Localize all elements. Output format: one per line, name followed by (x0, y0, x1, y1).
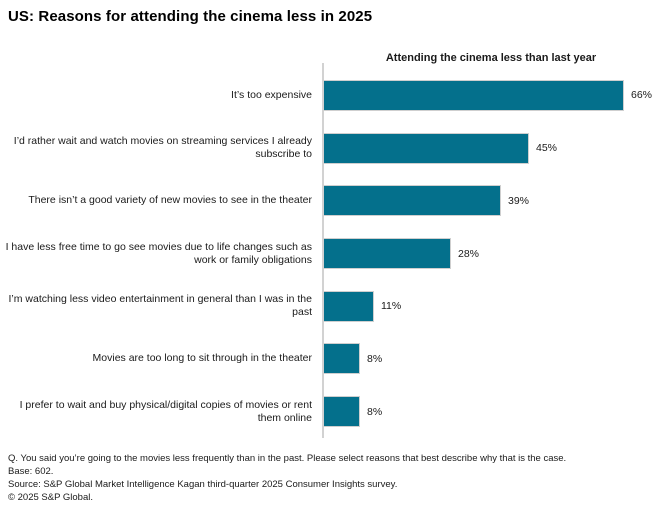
bar-row: 8% (324, 333, 660, 386)
bar (324, 290, 374, 322)
category-label: I prefer to wait and buy physical/digita… (19, 398, 312, 424)
value-label: 11% (381, 300, 402, 313)
footer-base: Base: 602. (8, 466, 54, 477)
category-labels-column: It’s too expensive I’d rather wait and wa… (0, 69, 312, 438)
bar-row: 66% (324, 69, 660, 122)
value-label: 8% (367, 405, 383, 418)
bar (324, 79, 624, 111)
category-label: I’d rather wait and watch movies on stre… (13, 135, 312, 161)
category-label: It’s too expensive (231, 88, 312, 101)
bar-row: 8% (324, 385, 660, 438)
bar-row: 45% (324, 122, 660, 175)
bar-row: 11% (324, 280, 660, 333)
bar (324, 185, 501, 217)
page-title: US: Reasons for attending the cinema les… (8, 8, 373, 25)
y-axis-line (322, 63, 324, 438)
bar (324, 396, 360, 428)
bar-row: 39% (324, 174, 660, 227)
footer-notes: Q. You said you’re going to the movies l… (8, 452, 656, 504)
category-label: There isn’t a good variety of new movies… (28, 194, 312, 207)
bar (324, 132, 529, 164)
value-label: 39% (508, 194, 530, 207)
chart-subtitle: Attending the cinema less than last year (385, 52, 597, 64)
bars-column: 66% 45% 39% 28% 11% 8% 8% (324, 69, 660, 438)
value-label: 28% (458, 247, 480, 260)
footer-source: Source: S&P Global Market Intelligence K… (8, 479, 398, 490)
bar-row: 28% (324, 227, 660, 280)
category-label: Movies are too long to sit through in th… (92, 352, 312, 365)
bar (324, 238, 451, 270)
footer-question: Q. You said you’re going to the movies l… (8, 453, 567, 464)
category-label: I’m watching less video entertainment in… (8, 293, 312, 319)
bar (324, 343, 360, 375)
footer-copyright: © 2025 S&P Global. (8, 492, 93, 503)
value-label: 66% (631, 89, 653, 102)
value-label: 8% (367, 352, 383, 365)
value-label: 45% (536, 142, 558, 155)
category-label: I have less free time to go see movies d… (5, 240, 312, 266)
